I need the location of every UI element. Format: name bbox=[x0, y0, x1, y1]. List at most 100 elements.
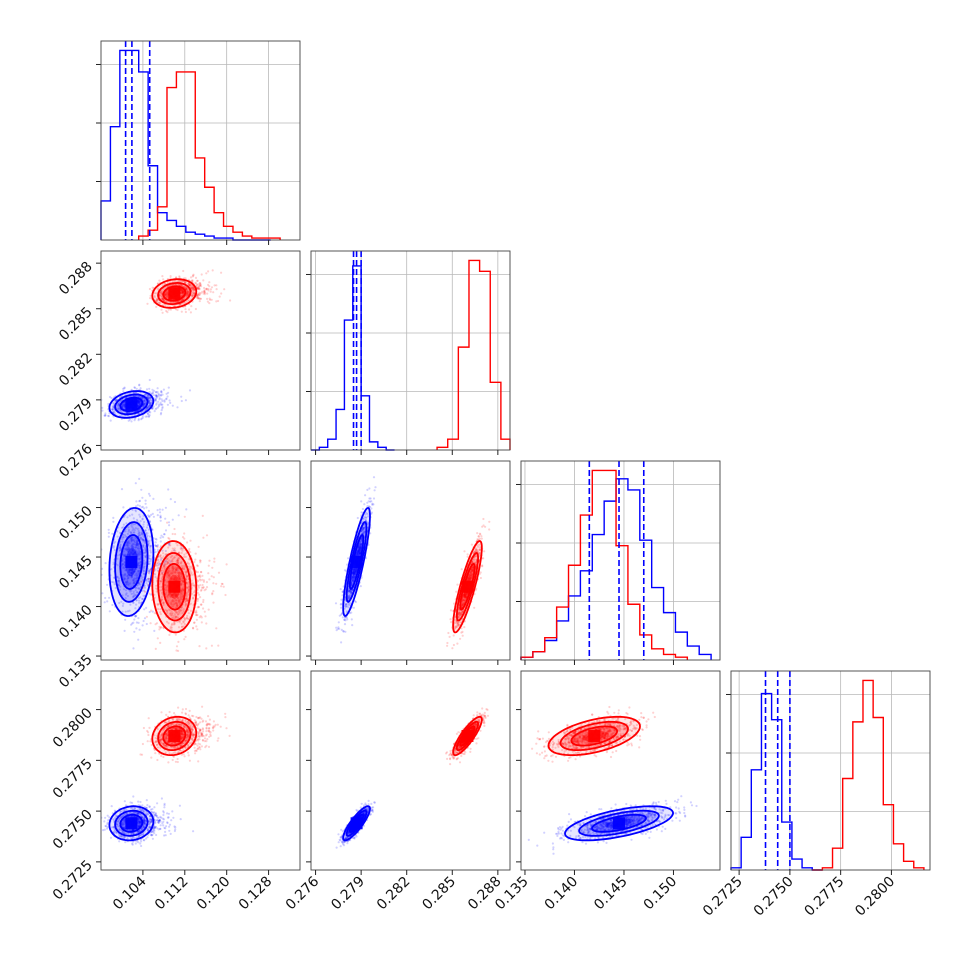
scatter-point bbox=[186, 599, 189, 602]
scatter-point bbox=[160, 295, 164, 298]
scatter-point bbox=[159, 611, 162, 614]
scatter-point bbox=[157, 567, 160, 570]
scatter-point bbox=[172, 594, 175, 597]
scatter-point bbox=[220, 292, 223, 295]
scatter-point bbox=[187, 549, 191, 552]
scatter-point bbox=[141, 397, 144, 400]
scatter-point bbox=[179, 577, 182, 581]
scatter-point bbox=[191, 597, 195, 600]
scatter-point bbox=[192, 274, 195, 277]
scatter-point bbox=[139, 536, 142, 539]
scatter-point bbox=[169, 595, 172, 599]
scatter-point bbox=[193, 621, 196, 624]
scatter-point bbox=[160, 308, 163, 311]
scatter-point bbox=[217, 644, 220, 647]
scatter-point bbox=[166, 585, 169, 588]
scatter-point bbox=[159, 554, 162, 557]
scatter-point bbox=[339, 603, 342, 606]
scatter-point bbox=[134, 482, 137, 485]
scatter-point bbox=[132, 579, 135, 582]
scatter-point bbox=[166, 292, 169, 295]
scatter-point bbox=[137, 597, 140, 600]
scatter-point bbox=[139, 533, 142, 537]
scatter-point bbox=[139, 561, 142, 564]
scatter-point bbox=[118, 588, 121, 591]
scatter-point bbox=[161, 508, 164, 511]
scatter-point bbox=[362, 527, 365, 530]
scatter-point bbox=[177, 557, 180, 560]
scatter-point bbox=[127, 528, 131, 532]
scatter-point bbox=[149, 404, 152, 407]
scatter-point bbox=[178, 599, 181, 602]
scatter-point bbox=[146, 412, 149, 415]
scatter-point bbox=[173, 556, 176, 559]
scatter-point bbox=[165, 586, 168, 589]
scatter-point bbox=[123, 405, 126, 409]
scatter-point bbox=[164, 517, 167, 520]
scatter-point bbox=[153, 629, 156, 633]
scatter-point bbox=[154, 544, 157, 547]
scatter-point bbox=[131, 569, 134, 572]
scatter-point bbox=[194, 281, 197, 284]
scatter-point bbox=[189, 570, 192, 573]
scatter-point bbox=[168, 575, 171, 578]
scatter-point bbox=[169, 612, 172, 615]
scatter-point bbox=[135, 544, 139, 547]
scatter-point bbox=[179, 600, 182, 603]
scatter-point bbox=[158, 508, 161, 511]
scatter-point bbox=[186, 561, 189, 564]
scatter-point bbox=[350, 618, 353, 621]
scatter-point bbox=[157, 562, 160, 565]
scatter-point bbox=[128, 609, 131, 612]
scatter-point bbox=[157, 403, 160, 406]
scatter-point bbox=[159, 514, 162, 517]
scatter-point bbox=[158, 511, 162, 514]
scatter-point bbox=[143, 590, 147, 593]
scatter-point bbox=[183, 286, 186, 289]
scatter-point bbox=[160, 557, 163, 560]
scatter-point bbox=[176, 406, 179, 409]
scatter-panel-3-2 bbox=[306, 460, 511, 665]
scatter-point bbox=[145, 582, 148, 585]
scatter-point bbox=[130, 544, 133, 547]
scatter-point bbox=[166, 562, 169, 566]
scatter-point bbox=[174, 301, 178, 304]
scatter-point bbox=[143, 584, 146, 587]
scatter-point bbox=[169, 498, 172, 501]
scatter-point bbox=[127, 411, 131, 414]
scatter-point bbox=[144, 402, 147, 405]
scatter-point bbox=[197, 293, 200, 296]
scatter-point bbox=[205, 288, 208, 291]
scatter-point bbox=[156, 545, 159, 549]
scatter-point bbox=[143, 566, 146, 569]
scatter-point bbox=[359, 545, 362, 548]
scatter-point bbox=[191, 573, 194, 576]
scatter-point bbox=[187, 585, 191, 588]
scatter-point bbox=[148, 402, 151, 405]
scatter-point bbox=[181, 291, 184, 294]
scatter-point bbox=[143, 565, 146, 568]
scatter-point bbox=[135, 552, 138, 555]
scatter-point bbox=[186, 541, 189, 544]
scatter-point bbox=[198, 297, 201, 300]
scatter-point bbox=[138, 403, 141, 406]
scatter-point bbox=[358, 552, 362, 555]
scatter-point bbox=[178, 602, 181, 606]
scatter-point bbox=[173, 623, 176, 626]
scatter-point bbox=[144, 401, 148, 404]
scatter-point bbox=[185, 578, 188, 581]
scatter-point bbox=[123, 404, 126, 407]
scatter-point bbox=[204, 588, 207, 591]
scatter-point bbox=[186, 599, 189, 602]
scatter-point bbox=[141, 544, 144, 547]
scatter-point bbox=[112, 411, 115, 414]
scatter-point bbox=[191, 294, 194, 297]
scatter-point bbox=[180, 548, 183, 551]
marginal-panel-2 bbox=[306, 250, 511, 455]
scatter-point bbox=[167, 391, 170, 394]
scatter-point bbox=[152, 405, 155, 408]
scatter-point bbox=[185, 598, 188, 601]
scatter-point bbox=[98, 595, 100, 597]
scatter-point bbox=[138, 628, 141, 631]
scatter-point bbox=[158, 294, 161, 297]
